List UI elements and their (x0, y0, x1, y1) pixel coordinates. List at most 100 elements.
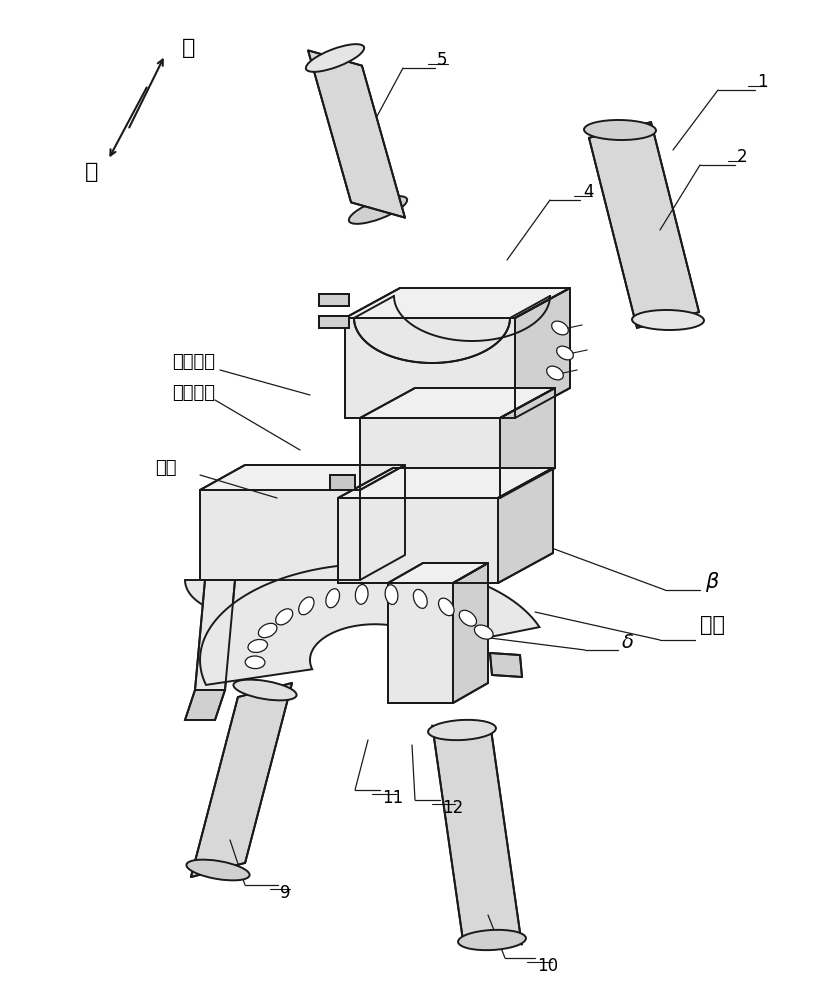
Polygon shape (361, 315, 402, 339)
Polygon shape (503, 312, 545, 337)
Polygon shape (345, 318, 515, 418)
Polygon shape (388, 583, 453, 703)
Ellipse shape (246, 656, 265, 669)
Polygon shape (398, 336, 441, 359)
Polygon shape (308, 50, 405, 218)
Polygon shape (185, 580, 305, 615)
Polygon shape (185, 690, 225, 720)
Polygon shape (480, 330, 524, 353)
Text: 底面: 底面 (700, 615, 725, 635)
Ellipse shape (326, 589, 340, 608)
Polygon shape (453, 563, 488, 703)
Polygon shape (498, 468, 553, 583)
Polygon shape (434, 341, 478, 363)
Polygon shape (354, 318, 510, 363)
Polygon shape (357, 308, 398, 332)
Text: 1: 1 (757, 73, 767, 91)
Polygon shape (450, 339, 494, 362)
Polygon shape (354, 296, 394, 320)
Ellipse shape (632, 310, 704, 330)
Polygon shape (410, 339, 454, 362)
Ellipse shape (355, 585, 368, 604)
Polygon shape (195, 580, 235, 690)
Polygon shape (330, 475, 355, 490)
Ellipse shape (298, 597, 314, 615)
Polygon shape (508, 303, 549, 328)
Text: 10: 10 (537, 957, 559, 975)
Polygon shape (354, 301, 395, 325)
Polygon shape (388, 563, 488, 583)
Polygon shape (375, 327, 418, 350)
Text: 上: 上 (182, 38, 195, 58)
Polygon shape (200, 465, 405, 490)
Ellipse shape (458, 930, 526, 950)
Polygon shape (319, 294, 349, 306)
Text: 11: 11 (382, 789, 403, 807)
Text: 5: 5 (437, 51, 447, 69)
Text: 下: 下 (85, 162, 98, 182)
Polygon shape (463, 336, 506, 359)
Text: δ: δ (622, 633, 634, 652)
Ellipse shape (552, 321, 568, 335)
Polygon shape (200, 564, 540, 685)
Polygon shape (499, 317, 541, 341)
Polygon shape (358, 310, 399, 334)
Ellipse shape (276, 609, 293, 625)
Polygon shape (345, 288, 570, 318)
Ellipse shape (546, 366, 563, 380)
Polygon shape (360, 465, 405, 580)
Polygon shape (426, 341, 470, 363)
Polygon shape (510, 296, 550, 320)
Polygon shape (589, 122, 699, 328)
Polygon shape (484, 328, 526, 352)
Ellipse shape (584, 120, 656, 140)
Polygon shape (422, 341, 466, 363)
Text: 2: 2 (737, 148, 748, 166)
Polygon shape (494, 321, 537, 345)
Polygon shape (338, 468, 553, 498)
Polygon shape (430, 341, 474, 363)
Ellipse shape (259, 623, 277, 638)
Ellipse shape (459, 610, 476, 626)
Ellipse shape (475, 625, 493, 639)
Polygon shape (359, 312, 401, 337)
Text: 第三侧面: 第三侧面 (172, 353, 215, 371)
Polygon shape (497, 319, 539, 343)
Polygon shape (365, 319, 407, 343)
Polygon shape (355, 303, 396, 328)
Text: 开缝: 开缝 (155, 459, 176, 477)
Polygon shape (384, 331, 427, 355)
Polygon shape (490, 653, 522, 677)
Polygon shape (360, 418, 500, 498)
Polygon shape (380, 330, 424, 353)
Ellipse shape (233, 680, 297, 700)
Polygon shape (360, 388, 555, 418)
Ellipse shape (186, 860, 250, 880)
Polygon shape (501, 315, 543, 339)
Polygon shape (418, 340, 462, 363)
Ellipse shape (306, 44, 364, 72)
Polygon shape (191, 683, 292, 877)
Ellipse shape (385, 585, 398, 604)
Polygon shape (515, 288, 570, 418)
Text: 9: 9 (280, 884, 290, 902)
Polygon shape (507, 306, 548, 330)
Polygon shape (367, 321, 410, 345)
Polygon shape (433, 726, 522, 944)
Polygon shape (369, 323, 412, 347)
Ellipse shape (349, 196, 407, 224)
Polygon shape (354, 298, 394, 323)
Polygon shape (438, 341, 482, 363)
Ellipse shape (557, 346, 573, 360)
Polygon shape (394, 335, 438, 358)
Polygon shape (505, 310, 546, 334)
Polygon shape (459, 337, 502, 360)
Polygon shape (402, 337, 446, 360)
Polygon shape (500, 388, 555, 498)
Polygon shape (509, 301, 550, 325)
Polygon shape (406, 338, 450, 361)
Polygon shape (356, 306, 397, 330)
Polygon shape (338, 498, 498, 583)
Ellipse shape (248, 639, 267, 652)
Text: 12: 12 (442, 799, 463, 817)
